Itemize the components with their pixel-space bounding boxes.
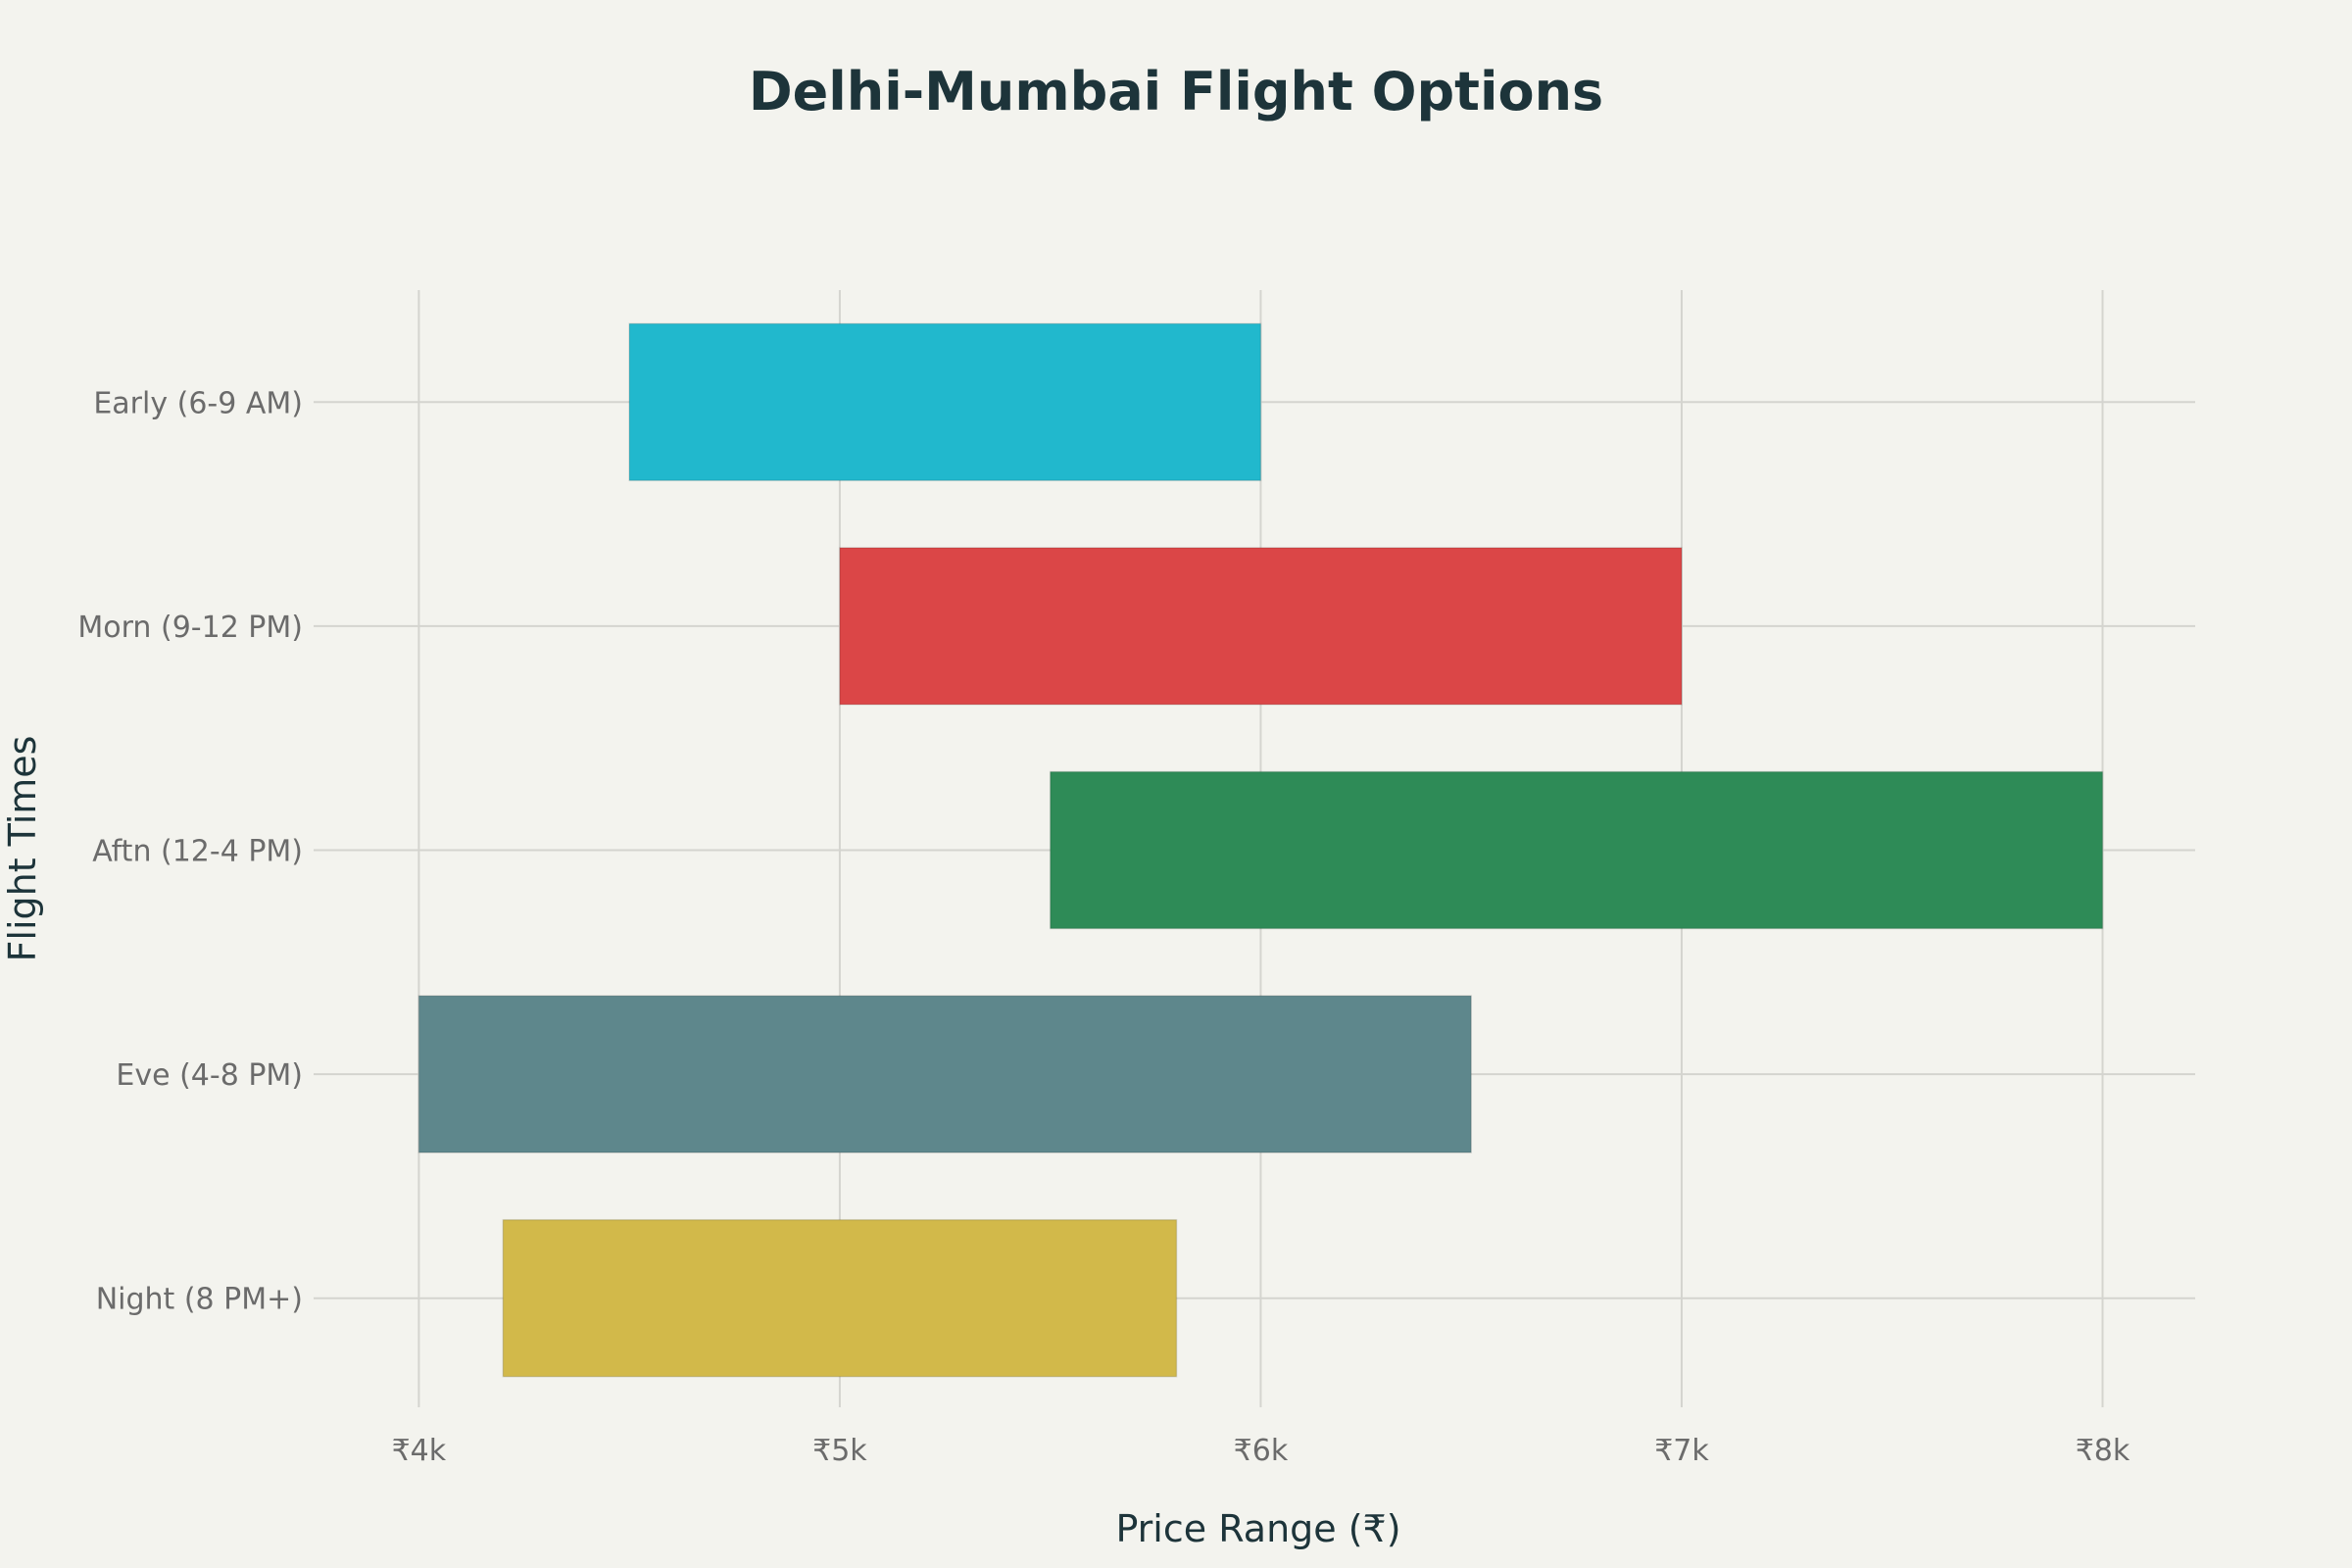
- x-tick-label: ₹8k: [2076, 1434, 2131, 1468]
- x-tick-label: ₹6k: [1234, 1434, 1289, 1468]
- price-range-bar: [839, 547, 1683, 706]
- bars: [417, 322, 2104, 1378]
- price-range-bar: [417, 995, 1472, 1153]
- x-axis-ticks: ₹4k ₹5k ₹6k ₹7k ₹8k: [392, 1434, 2131, 1468]
- price-range-bar: [1049, 770, 2104, 930]
- price-range-bar: [502, 1218, 1178, 1378]
- price-range-bar: [628, 322, 1262, 482]
- y-axis-title: Flight Times: [1, 736, 44, 962]
- y-tick-label: Aftn (12-4 PM): [92, 835, 303, 869]
- y-tick-label: Eve (4-8 PM): [116, 1058, 303, 1093]
- y-axis-ticks: Early (6-9 AM) Morn (9-12 PM) Aftn (12-4 P…: [77, 386, 303, 1316]
- y-tick-label: Early (6-9 AM): [93, 386, 303, 420]
- y-tick-label: Night (8 PM+): [96, 1283, 303, 1317]
- x-axis-title: Price Range (₹): [1115, 1507, 1400, 1550]
- y-tick-label: Morn (9-12 PM): [77, 611, 303, 645]
- x-tick-label: ₹7k: [1654, 1434, 1709, 1468]
- x-tick-label: ₹4k: [392, 1434, 447, 1468]
- chart-title: Delhi-Mumbai Flight Options: [749, 61, 1603, 122]
- x-tick-label: ₹5k: [812, 1434, 867, 1468]
